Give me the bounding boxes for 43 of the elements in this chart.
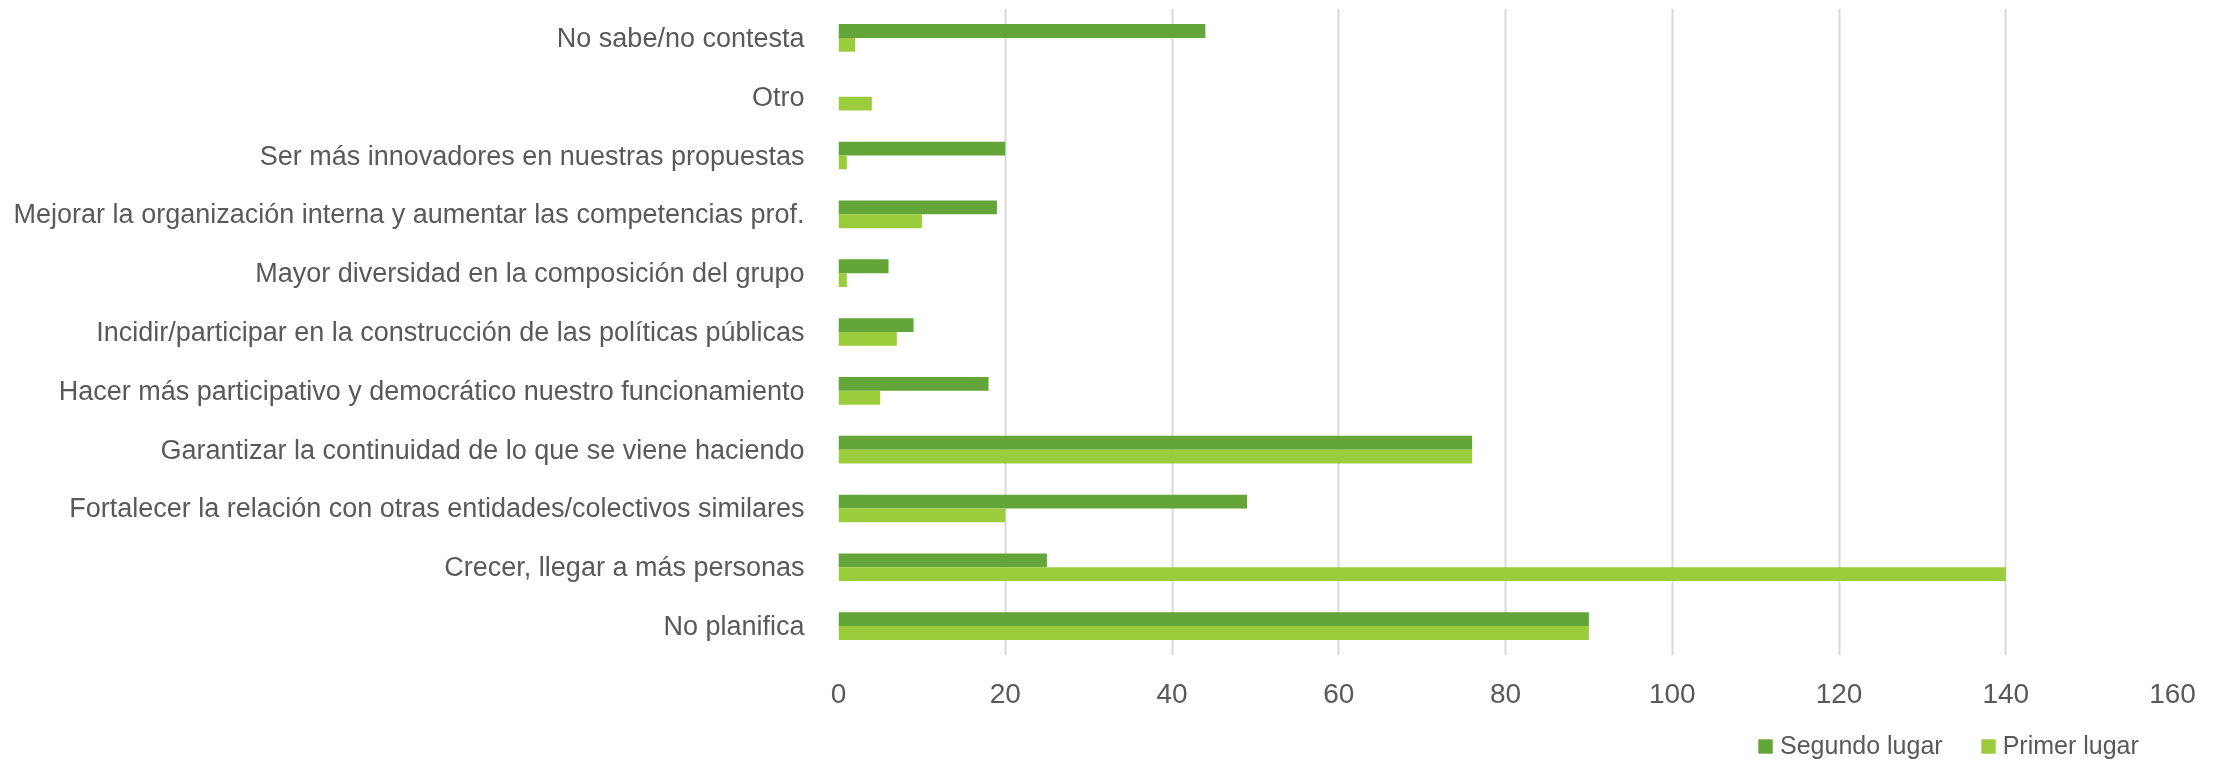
bar <box>838 612 1589 627</box>
x-tick-label: 20 <box>989 677 1021 709</box>
bar <box>838 377 989 391</box>
x-tick-label: 120 <box>1815 677 1863 709</box>
legend-label: Segundo lugar <box>1780 731 1943 760</box>
x-tick-label: 40 <box>1156 677 1188 709</box>
x-tick-label: 100 <box>1648 677 1696 709</box>
y-tick-label: Garantizar la continuidad de lo que se viene haciendo <box>160 434 805 465</box>
bar <box>838 553 1047 568</box>
y-tick-label: Mejorar la organización interna y aumentar las competencias prof. <box>13 199 805 230</box>
bar <box>838 141 1006 156</box>
bar <box>838 626 1589 640</box>
x-tick-label: 140 <box>1982 677 2030 709</box>
x-tick-label: 60 <box>1323 677 1355 709</box>
bar <box>838 332 897 346</box>
bar <box>838 155 847 170</box>
bar <box>838 449 1473 464</box>
bar <box>838 24 1206 38</box>
bar <box>838 508 1006 523</box>
bar <box>838 200 997 215</box>
y-tick-label: No sabe/no contesta <box>556 22 806 53</box>
y-tick-label: Otro <box>751 81 805 112</box>
bar <box>838 494 1248 509</box>
x-tick-label: 0 <box>830 677 847 709</box>
bar <box>838 567 2006 582</box>
bar <box>838 273 847 287</box>
bar <box>838 214 922 229</box>
y-tick-label: Incidir/participar en la construcción de las políticas públicas <box>96 317 805 347</box>
bar <box>838 259 889 274</box>
y-tick-label: Hacer más participativo y democrático nuestro funcionamiento <box>58 375 805 406</box>
y-tick-label: Fortalecer la relación con otras entidades/colectivos similares <box>69 493 805 524</box>
y-tick-label: Mayor diversidad en la composición del grupo <box>255 258 805 289</box>
bar <box>838 96 872 111</box>
y-tick-label: No planifica <box>663 611 806 642</box>
bar <box>838 390 881 405</box>
x-tick-label: 160 <box>2149 677 2196 709</box>
bar <box>838 318 914 332</box>
x-tick-label: 80 <box>1489 677 1522 709</box>
legend-label: Primer lugar <box>2002 731 2139 760</box>
bar <box>838 435 1473 450</box>
bar <box>838 37 856 52</box>
y-tick-label: Ser más innovadores en nuestras propuestas <box>259 140 805 171</box>
y-tick-label: Crecer, llegar a más personas <box>444 552 805 583</box>
